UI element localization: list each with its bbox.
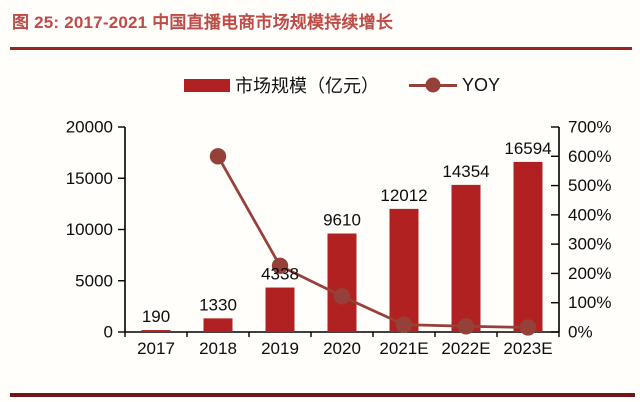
market-size-bar	[203, 318, 233, 332]
x-axis-label: 2022E	[441, 339, 490, 358]
x-axis-label: 2018	[199, 339, 237, 358]
line-dot-swatch-icon	[408, 77, 457, 93]
market-size-bar	[513, 161, 543, 332]
left-axis-tick-label: 10000	[66, 220, 113, 239]
figure-title: 图 25: 2017-2021 中国直播电商市场规模持续增长	[12, 13, 394, 32]
bar-value-label: 14354	[442, 162, 489, 181]
x-axis-label: 2020	[323, 339, 361, 358]
right-axis-tick-label: 500%	[568, 176, 611, 195]
legend-item-market-size: 市场规模（亿元）	[183, 72, 379, 98]
right-axis-tick-label: 700%	[568, 118, 611, 137]
bar-value-label: 12012	[380, 186, 427, 205]
x-axis-label: 2021E	[379, 339, 428, 358]
right-axis-tick-label: 400%	[568, 205, 611, 224]
left-axis-tick-label: 20000	[66, 118, 113, 137]
left-axis-tick-label: 0	[104, 323, 113, 342]
left-axis-tick-label: 5000	[75, 271, 113, 290]
right-axis-tick-label: 200%	[568, 264, 611, 283]
legend-label-yoy: YOY	[461, 74, 500, 95]
bar-value-label: 190	[142, 307, 170, 326]
legend-label-market-size: 市场规模（亿元）	[234, 76, 379, 96]
x-axis-label: 2017	[137, 339, 175, 358]
market-size-yoy-chart: 0 5000 10000 15000 20000 0% 100% 200% 300% 400% 50…	[66, 118, 612, 359]
chart-legend: 市场规模（亿元） YOY	[22, 72, 640, 98]
right-axis-tick-label: 600%	[568, 147, 611, 166]
market-size-bar	[389, 208, 419, 332]
right-axis-tick-label: 0%	[568, 323, 593, 342]
yoy-marker	[333, 288, 351, 305]
yoy-line	[216, 155, 529, 329]
bar-swatch-icon	[183, 78, 230, 92]
yoy-marker	[519, 319, 537, 336]
left-axis-tick-label: 15000	[66, 169, 113, 188]
market-size-bar	[265, 287, 295, 332]
top-rule	[10, 47, 632, 50]
yoy-marker	[457, 318, 475, 335]
market-size-bar	[327, 233, 357, 332]
right-axis-tick-label: 300%	[568, 235, 611, 254]
bar-value-label: 9610	[323, 210, 361, 229]
yoy-marker	[209, 148, 227, 165]
legend-item-yoy: YOY	[408, 74, 500, 96]
yoy-marker	[395, 316, 413, 333]
bar-value-label: 4338	[261, 265, 299, 284]
bar-value-label: 16594	[504, 139, 551, 158]
bar-value-label: 1330	[199, 295, 237, 314]
yoy-marker	[271, 257, 289, 275]
x-axis-label: 2023E	[503, 339, 552, 358]
bottom-rule	[10, 393, 635, 397]
x-axis-label: 2019	[261, 339, 299, 358]
market-size-bar	[141, 330, 171, 332]
right-axis-tick-label: 100%	[568, 293, 611, 312]
market-size-bar	[451, 184, 481, 332]
line-marker-icon	[425, 77, 441, 93]
